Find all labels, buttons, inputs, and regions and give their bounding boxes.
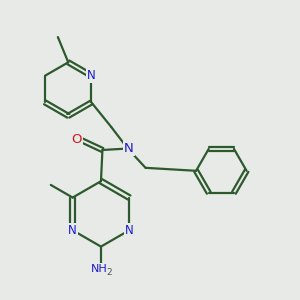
Text: N: N [87, 69, 96, 82]
Text: NH: NH [91, 264, 108, 274]
Text: 2: 2 [106, 268, 112, 277]
Text: N: N [124, 142, 134, 155]
Text: N: N [125, 224, 134, 237]
Text: N: N [68, 224, 77, 237]
Text: O: O [71, 133, 82, 146]
